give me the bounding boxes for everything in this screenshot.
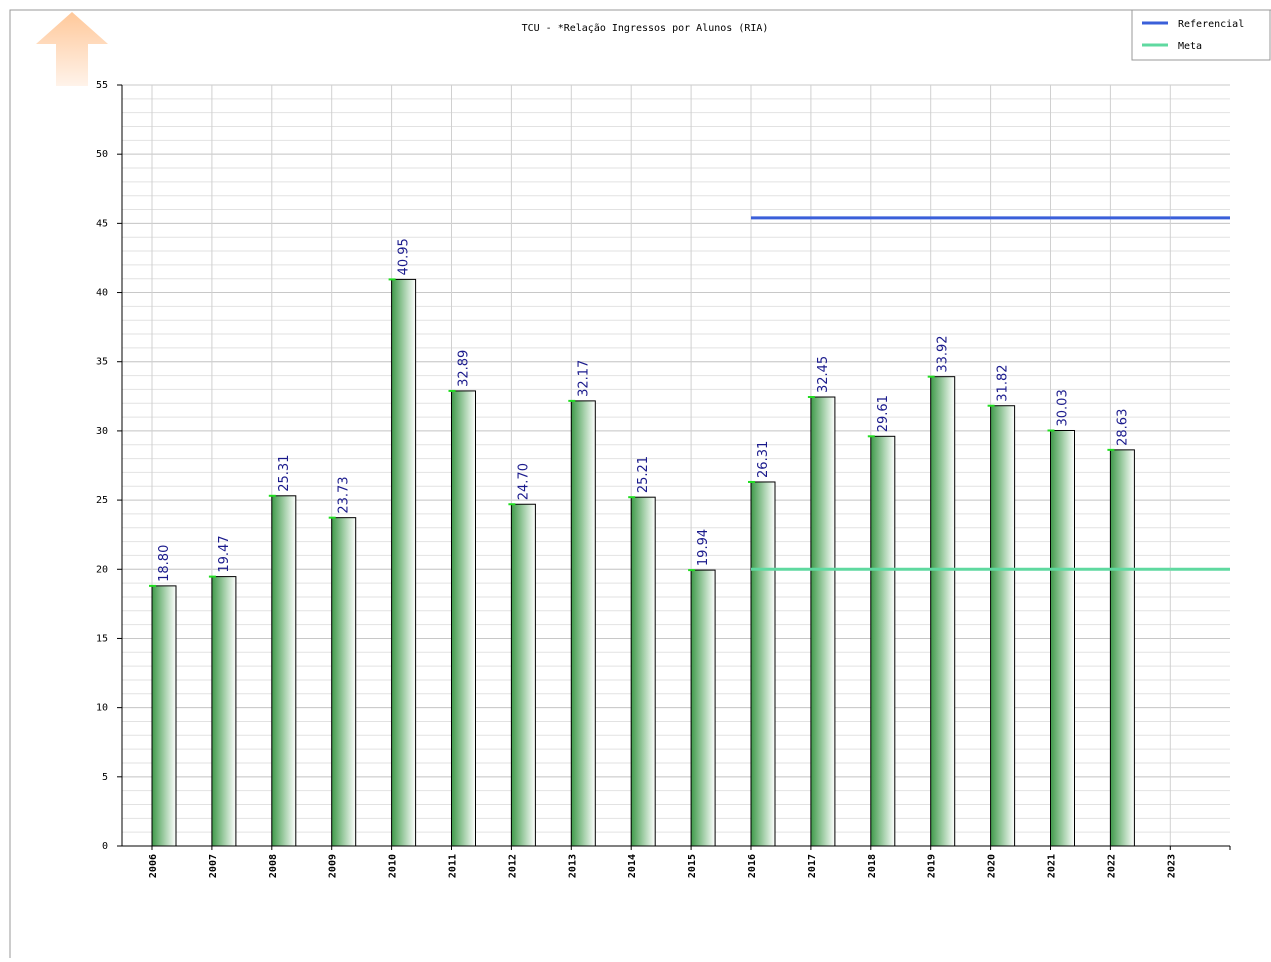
value-label: 19.94 <box>696 529 711 566</box>
value-label: 32.45 <box>816 356 831 393</box>
bar <box>1109 449 1135 847</box>
value-label: 28.63 <box>1115 409 1130 446</box>
y-tick-label: 20 <box>96 564 108 575</box>
y-tick-label: 40 <box>96 288 108 299</box>
bar <box>690 569 716 847</box>
value-label: 33.92 <box>936 335 951 372</box>
value-label: 26.31 <box>756 441 771 478</box>
value-label: 29.61 <box>876 395 891 432</box>
bar <box>1050 429 1075 847</box>
x-tick-label: 2021 <box>1047 854 1058 878</box>
y-tick-label: 35 <box>96 357 108 368</box>
y-tick-label: 5 <box>102 772 108 783</box>
value-label: 31.82 <box>996 365 1011 402</box>
value-label: 23.73 <box>337 476 352 513</box>
bar <box>391 278 417 847</box>
bar <box>930 376 956 847</box>
bar <box>750 481 776 847</box>
value-label: 25.31 <box>277 455 292 492</box>
bar <box>271 495 297 847</box>
value-label: 32.89 <box>457 350 472 387</box>
x-tick-label: 2013 <box>567 854 578 878</box>
value-label: 32.17 <box>576 360 591 397</box>
x-tick-label: 2008 <box>268 854 279 878</box>
bar <box>331 517 357 847</box>
y-tick-label: 15 <box>96 633 108 644</box>
bar <box>451 390 476 847</box>
bar <box>151 585 177 847</box>
x-tick-label: 2015 <box>687 854 698 878</box>
x-tick-label: 2010 <box>388 854 399 878</box>
y-tick-label: 25 <box>96 495 108 506</box>
x-tick-label: 2020 <box>987 854 998 878</box>
legend <box>1131 9 1271 61</box>
x-tick-label: 2009 <box>328 854 339 878</box>
bar <box>510 503 536 847</box>
x-tick-label: 2012 <box>507 854 518 878</box>
bar <box>630 496 656 847</box>
x-tick-label: 2016 <box>747 854 758 878</box>
y-tick-label: 55 <box>96 80 108 91</box>
x-tick-label: 2019 <box>927 854 938 878</box>
value-label: 30.03 <box>1056 389 1071 426</box>
y-tick-label: 50 <box>96 149 108 160</box>
legend-label: Referencial <box>1178 19 1244 30</box>
x-tick-label: 2014 <box>627 854 638 878</box>
bar <box>211 576 237 847</box>
value-label: 25.21 <box>636 456 651 493</box>
bar <box>570 400 596 847</box>
y-tick-label: 0 <box>102 841 108 852</box>
x-tick-label: 2022 <box>1106 854 1117 878</box>
x-tick-label: 2018 <box>867 854 878 878</box>
value-label: 18.80 <box>157 545 172 582</box>
x-tick-label: 2011 <box>448 854 459 878</box>
y-tick-label: 10 <box>96 703 108 714</box>
up-arrow-icon[interactable] <box>36 12 108 86</box>
x-tick-label: 2017 <box>807 854 818 878</box>
chart-title: TCU - *Relação Ingressos por Alunos (RIA… <box>522 23 769 34</box>
frame <box>9 9 1271 958</box>
x-tick-label: 2006 <box>148 854 159 878</box>
bar <box>810 396 836 847</box>
y-tick-label: 30 <box>96 426 108 437</box>
value-label: 40.95 <box>397 238 412 275</box>
y-tick-label: 45 <box>96 218 108 229</box>
bar <box>870 435 896 847</box>
value-label: 19.47 <box>217 535 232 572</box>
value-label: 24.70 <box>516 463 531 500</box>
legend-label: Meta <box>1178 41 1202 52</box>
x-tick-label: 2007 <box>208 854 219 878</box>
x-tick-label: 2023 <box>1166 854 1177 878</box>
bar <box>990 405 1016 847</box>
